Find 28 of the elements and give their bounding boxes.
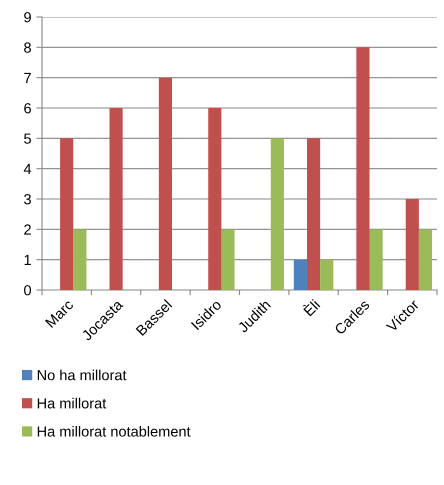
- y-tick-label: 5: [24, 134, 31, 144]
- bar: [370, 229, 383, 290]
- y-tick-label: 1: [24, 254, 31, 265]
- legend-label: Ha millorat: [38, 398, 106, 408]
- bar: [270, 138, 284, 290]
- bar: [60, 138, 74, 290]
- bar: [221, 229, 235, 290]
- bar: [356, 47, 370, 290]
- y-tick-label: 6: [24, 103, 31, 114]
- bar: [158, 78, 172, 290]
- y-tick-label: 9: [24, 12, 31, 22]
- y-tick-label: 8: [24, 42, 31, 53]
- bar: [418, 229, 432, 290]
- y-tick-label: 3: [24, 194, 31, 204]
- bar: [208, 108, 222, 290]
- y-tick-label: 4: [24, 164, 32, 174]
- bar: [406, 199, 419, 290]
- legend-label: Ha millorat notablement: [38, 426, 190, 437]
- y-tick-label: 7: [24, 72, 31, 83]
- bar: [73, 229, 86, 290]
- x-tick-label: Èli: [301, 298, 320, 316]
- y-tick-label: 2: [24, 224, 31, 235]
- y-tick-label: 0: [24, 285, 32, 296]
- bar: [294, 260, 307, 290]
- legend-label: No ha millorat: [38, 370, 126, 380]
- bar: [306, 138, 320, 290]
- bar: [320, 260, 334, 290]
- bar: [109, 108, 123, 290]
